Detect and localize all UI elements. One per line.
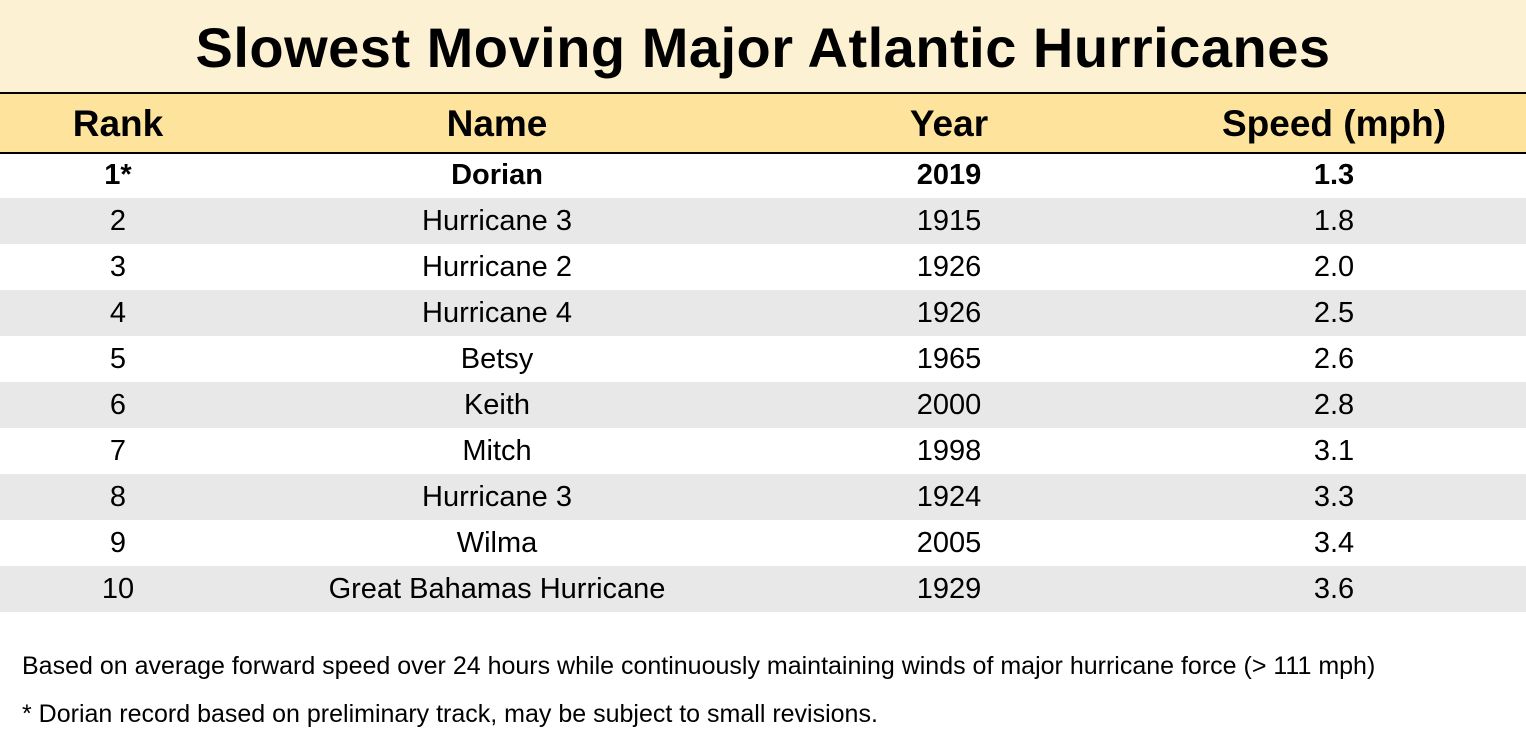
speed-cell: 1.3 (1313, 159, 1355, 191)
year-cell: 1915 (916, 205, 982, 237)
speed-cell: 3.3 (1313, 481, 1355, 513)
rank-cell: 9 (109, 527, 127, 559)
year-cell: 2005 (916, 527, 982, 559)
rank-cell: 8 (109, 481, 127, 513)
name-cell: Wilma (456, 527, 538, 559)
rank-cell: 7 (109, 435, 127, 467)
column-header-rank: Rank (72, 103, 164, 144)
name-cell: Hurricane 2 (422, 251, 572, 283)
name-cell: Betsy (460, 343, 534, 375)
footnote-dorian: * Dorian record based on preliminary tra… (22, 700, 878, 728)
rank-cell: 4 (109, 297, 127, 329)
year-cell: 1926 (916, 297, 982, 329)
name-cell: Great Bahamas Hurricane (328, 573, 666, 605)
rank-cell: 6 (109, 389, 127, 421)
rank-cell: 5 (109, 343, 127, 375)
speed-cell: 3.1 (1313, 435, 1355, 467)
name-cell: Hurricane 4 (422, 297, 572, 329)
speed-cell: 2.0 (1313, 251, 1355, 283)
year-cell: 2019 (916, 159, 982, 191)
table-row: 8 Hurricane 3 1924 3.3 (0, 474, 1526, 520)
table-row: 1* Dorian 2019 1.3 (0, 152, 1526, 198)
name-cell: Hurricane 3 (422, 205, 572, 237)
table-title: Slowest Moving Major Atlantic Hurricanes (195, 15, 1331, 79)
rank-cell: 2 (109, 205, 127, 237)
footnotes: Based on average forward speed over 24 h… (22, 642, 1375, 738)
table-row: 9 Wilma 2005 3.4 (0, 520, 1526, 566)
year-cell: 1929 (916, 573, 982, 605)
column-header-speed: Speed (mph) (1221, 103, 1447, 144)
table-row: 4 Hurricane 4 1926 2.5 (0, 290, 1526, 336)
table-row: 7 Mitch 1998 3.1 (0, 428, 1526, 474)
name-cell: Mitch (462, 435, 532, 467)
year-cell: 2000 (916, 389, 982, 421)
title-band: Slowest Moving Major Atlantic Hurricanes (0, 0, 1526, 92)
footnote-methodology: Based on average forward speed over 24 h… (22, 652, 1376, 680)
speed-cell: 2.5 (1313, 297, 1355, 329)
name-cell: Hurricane 3 (422, 481, 572, 513)
table-row: 3 Hurricane 2 1926 2.0 (0, 244, 1526, 290)
table-row: 5 Betsy 1965 2.6 (0, 336, 1526, 382)
speed-cell: 3.6 (1313, 573, 1355, 605)
table-row: 10 Great Bahamas Hurricane 1929 3.6 (0, 566, 1526, 612)
table-body: 1* Dorian 2019 1.3 2 Hurricane 3 1915 1.8 3 Hurri… (0, 152, 1526, 612)
name-cell: Keith (463, 389, 531, 421)
year-cell: 1965 (916, 343, 982, 375)
column-header-year: Year (909, 103, 989, 144)
column-header-name: Name (446, 103, 548, 144)
year-cell: 1924 (916, 481, 982, 513)
year-cell: 1926 (916, 251, 982, 283)
speed-cell: 2.6 (1313, 343, 1355, 375)
speed-cell: 1.8 (1313, 205, 1355, 237)
name-cell: Dorian (451, 159, 543, 191)
speed-cell: 3.4 (1313, 527, 1355, 559)
rank-cell: 10 (101, 573, 135, 605)
rank-cell: 1* (104, 159, 132, 191)
rank-cell: 3 (109, 251, 127, 283)
table-header: Rank Name Year Speed (mph) (0, 92, 1526, 154)
speed-cell: 2.8 (1313, 389, 1355, 421)
table-row: 6 Keith 2000 2.8 (0, 382, 1526, 428)
table-row: 2 Hurricane 3 1915 1.8 (0, 198, 1526, 244)
year-cell: 1998 (916, 435, 982, 467)
